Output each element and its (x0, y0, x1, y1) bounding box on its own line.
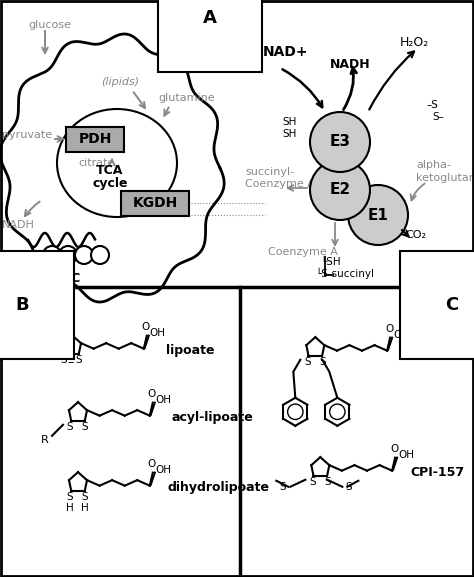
Text: S: S (67, 492, 73, 502)
Text: E3: E3 (329, 134, 350, 149)
Text: Coenzyme A: Coenzyme A (245, 179, 315, 189)
Circle shape (43, 246, 61, 264)
Text: S: S (304, 357, 310, 367)
Text: OH: OH (156, 464, 172, 475)
Text: dihydrolipoate: dihydrolipoate (168, 481, 270, 494)
Text: glucose: glucose (28, 20, 71, 30)
Circle shape (91, 246, 109, 264)
Text: O: O (390, 444, 398, 454)
Text: ketoglutarate: ketoglutarate (416, 173, 474, 183)
Text: glutamine: glutamine (158, 93, 215, 103)
Text: E2: E2 (329, 182, 351, 197)
Text: NADH: NADH (330, 58, 371, 72)
Text: H: H (81, 503, 89, 513)
Circle shape (310, 112, 370, 172)
Text: S: S (82, 422, 88, 432)
Text: Coenzyme A: Coenzyme A (268, 247, 338, 257)
Text: (lipids): (lipids) (101, 77, 139, 87)
Text: H: H (66, 503, 74, 513)
Circle shape (75, 246, 93, 264)
Text: OH: OH (150, 328, 166, 338)
Text: KGDH: KGDH (132, 196, 178, 210)
Text: H₂O₂: H₂O₂ (400, 36, 429, 48)
Text: OH: OH (156, 395, 172, 404)
Text: OH: OH (398, 449, 414, 460)
Text: S: S (76, 355, 82, 365)
Text: TCA: TCA (96, 163, 124, 177)
Text: citrate: citrate (79, 158, 115, 168)
Text: –: – (68, 356, 74, 369)
Text: alpha-: alpha- (416, 160, 451, 170)
Text: E1: E1 (367, 208, 388, 223)
Text: lipoate: lipoate (166, 344, 214, 357)
Text: └SH: └SH (320, 257, 341, 267)
Text: S: S (67, 422, 73, 432)
Text: SH: SH (282, 117, 296, 127)
Text: S: S (346, 482, 352, 492)
Text: S: S (280, 482, 286, 492)
Text: S: S (309, 477, 316, 487)
Text: A: A (203, 9, 217, 27)
FancyBboxPatch shape (121, 190, 190, 215)
Text: NAD+: NAD+ (263, 45, 309, 59)
Text: acyl-lipoate: acyl-lipoate (172, 411, 254, 425)
Text: NADH: NADH (2, 220, 35, 230)
Text: B: B (15, 296, 29, 314)
Text: OH: OH (393, 329, 409, 340)
Circle shape (310, 160, 370, 220)
Text: pyruvate: pyruvate (2, 130, 52, 140)
Text: S: S (82, 492, 88, 502)
Text: ETC: ETC (55, 272, 81, 285)
FancyBboxPatch shape (66, 126, 125, 152)
Text: –S: –S (427, 100, 439, 110)
Text: S: S (324, 477, 331, 487)
Text: succinyl-: succinyl- (245, 167, 294, 177)
Text: └S-succinyl: └S-succinyl (315, 267, 374, 279)
Text: O: O (142, 321, 150, 332)
Text: PDH: PDH (78, 132, 112, 146)
Text: S: S (61, 355, 67, 365)
Text: S: S (319, 357, 326, 367)
Text: CO₂: CO₂ (405, 230, 426, 240)
Text: O: O (148, 389, 156, 399)
Text: S–: S– (432, 112, 444, 122)
Text: C: C (446, 296, 459, 314)
Circle shape (348, 185, 408, 245)
Text: O: O (385, 324, 393, 334)
Text: R: R (41, 434, 49, 445)
Text: CPI-613: CPI-613 (405, 346, 459, 359)
Text: O: O (148, 459, 156, 469)
Text: CPI-157: CPI-157 (410, 466, 464, 479)
Circle shape (59, 246, 77, 264)
Text: cycle: cycle (92, 177, 128, 189)
Text: SH: SH (282, 129, 296, 139)
